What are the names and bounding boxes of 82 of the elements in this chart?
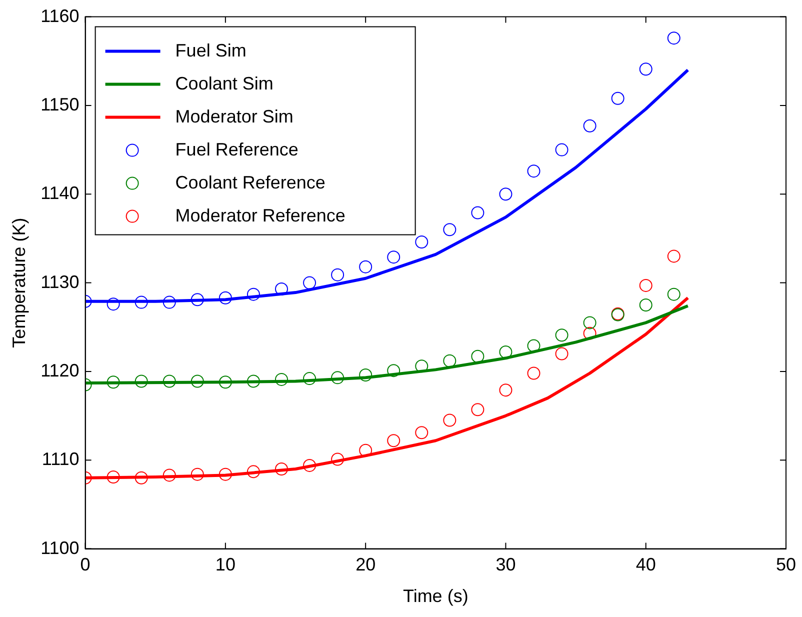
point	[499, 384, 512, 397]
legend-label: Moderator Reference	[175, 205, 346, 226]
point	[415, 236, 428, 249]
point	[134, 296, 148, 309]
point	[331, 268, 344, 282]
point	[667, 32, 680, 45]
x-tick-label: 0	[80, 554, 90, 575]
y-tick-label: 1130	[40, 272, 80, 292]
point	[667, 288, 680, 301]
point	[611, 92, 624, 105]
legend-label: Fuel Reference	[175, 139, 298, 160]
point	[639, 62, 652, 76]
point	[527, 366, 540, 380]
point	[190, 468, 204, 481]
point	[134, 471, 148, 484]
point	[303, 372, 316, 386]
point	[555, 143, 568, 156]
point	[527, 339, 540, 352]
point	[246, 465, 260, 478]
x-axis-title: Time (s)	[402, 586, 468, 606]
point	[218, 291, 232, 304]
point	[106, 298, 120, 311]
x-tick-label: 10	[215, 554, 236, 575]
y-tick-label: 1150	[40, 94, 80, 114]
point	[555, 347, 568, 360]
x-tick-label: 40	[636, 554, 656, 575]
x-tick-label: 50	[776, 554, 796, 575]
y-axis-title: Temperature (K)	[8, 218, 29, 348]
point	[499, 188, 512, 201]
point	[303, 276, 316, 290]
y-tick-label: 1140	[40, 183, 80, 204]
point	[527, 164, 540, 178]
point	[190, 374, 204, 388]
point	[275, 282, 288, 296]
point	[246, 374, 260, 388]
point	[275, 462, 288, 476]
y-tick-label: 1100	[40, 538, 80, 558]
y-tick-label: 1120	[40, 360, 80, 380]
point	[331, 371, 344, 384]
point	[499, 345, 512, 358]
y-tick-label: 1110	[42, 449, 80, 470]
point	[387, 250, 400, 264]
point	[555, 328, 568, 342]
point	[471, 403, 484, 416]
point	[639, 298, 652, 312]
point	[359, 260, 372, 274]
point	[415, 426, 428, 440]
point	[387, 434, 400, 448]
point	[162, 374, 176, 388]
point	[162, 468, 176, 482]
legend-label: Moderator Sim	[175, 106, 294, 126]
x-tick-label: 20	[356, 554, 376, 575]
point	[331, 452, 344, 466]
point	[303, 458, 316, 472]
x-tick-label: 30	[496, 554, 516, 575]
point	[443, 414, 456, 427]
point	[639, 278, 652, 292]
point	[583, 119, 596, 132]
point	[415, 360, 428, 373]
point	[471, 350, 484, 363]
legend-label: Coolant Reference	[175, 172, 326, 192]
legend-label: Coolant Sim	[175, 73, 274, 94]
point	[359, 444, 372, 457]
point	[190, 293, 204, 306]
point	[667, 250, 680, 263]
point	[134, 374, 148, 388]
point	[471, 206, 484, 220]
point	[443, 223, 456, 236]
y-tick-label: 1160	[40, 6, 80, 26]
point	[443, 354, 456, 368]
point	[162, 296, 176, 309]
point	[583, 326, 596, 340]
point	[387, 364, 400, 378]
point	[218, 468, 232, 481]
point	[359, 368, 372, 382]
point	[106, 470, 120, 484]
point	[275, 372, 288, 386]
point	[106, 376, 120, 389]
point	[218, 376, 232, 389]
point	[583, 316, 596, 330]
legend-label: Fuel Sim	[175, 40, 246, 60]
point	[246, 288, 260, 301]
